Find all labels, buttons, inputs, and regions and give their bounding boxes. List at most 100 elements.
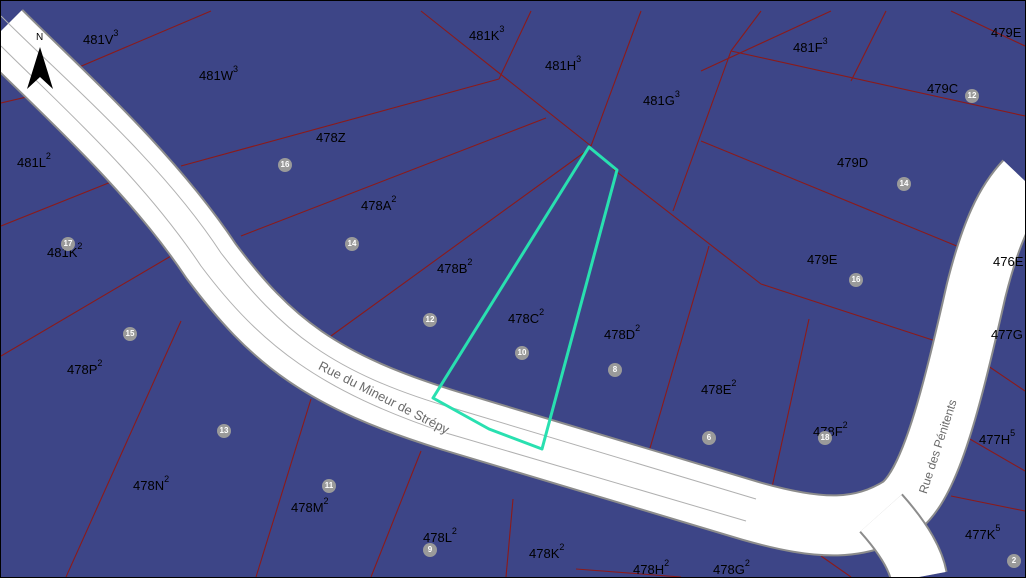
parcel-label[interactable]: 481L2 [17,152,51,170]
parcel-exponent: 2 [323,496,329,506]
house-number-badge: 8 [608,363,622,377]
parcel-exponent: 2 [731,378,737,388]
parcel-exponent: 2 [391,194,397,204]
parcel-label[interactable]: 478D2 [604,324,640,342]
house-number-badge: 12 [965,89,979,103]
parcel-label[interactable]: 478C2 [508,308,544,326]
parcel-label[interactable]: 478N2 [133,475,169,493]
parcel-label[interactable]: 476E [993,255,1023,268]
boundary-line [768,318,810,502]
boundary-line [612,168,762,285]
parcel-exponent: 5 [995,523,1001,533]
house-number-badge: 11 [322,479,336,493]
parcel-label[interactable]: 478K2 [529,543,564,561]
parcel-id: 478P [67,362,98,377]
parcel-label[interactable]: 477H5 [979,429,1015,447]
house-number-badge: 15 [123,327,137,341]
house-number-badge: 13 [217,424,231,438]
parcel-id: 478N [133,478,165,493]
parcel-label[interactable]: 481G3 [643,90,680,108]
boundary-line [730,10,762,52]
boundary-line [65,320,182,577]
parcel-label[interactable]: 481H3 [545,55,581,73]
parcel-id: 481L [17,155,46,170]
parcel-id: 478D [604,327,636,342]
boundary-line [590,10,642,147]
boundary-line [370,450,422,577]
parcel-label[interactable]: 481K3 [469,25,504,43]
highlighted-parcel-outline[interactable] [431,145,619,451]
house-number-badge: 16 [849,273,863,287]
parcel-label[interactable]: 478E2 [701,379,736,397]
boundary-line [1,175,127,227]
house-number-badge: 2 [1007,554,1021,568]
parcel-id: 478E [701,382,732,397]
parcel-id: 478M [291,500,324,515]
house-number-badge: 14 [345,237,359,251]
road-inner-lane [1,45,747,522]
parcel-exponent: 5 [1010,428,1016,438]
house-number-badge: 6 [702,431,716,445]
parcel-id: 481F [793,40,823,55]
parcel-label[interactable]: 477K5 [965,524,1000,542]
north-arrow-icon: N [27,32,53,89]
parcel-id: 481G [643,93,675,108]
parcel-label[interactable]: 479E [807,253,837,266]
parcel-id: 478Z [316,130,346,145]
boundary-line [420,10,592,147]
house-number-badge: 14 [897,177,911,191]
boundary-line [700,10,832,72]
parcel-id: 476E [993,254,1024,269]
parcel-label[interactable]: 479E [991,26,1021,39]
parcel-label[interactable]: 478H2 [633,559,669,577]
boundary-line [820,555,852,577]
parcel-label[interactable]: 478B2 [437,258,472,276]
parcel-id: 478C [508,311,540,326]
boundary-line [700,140,982,257]
parcel-exponent: 2 [664,558,670,568]
parcel-id: 477G [991,327,1023,342]
parcel-label[interactable]: 481W3 [199,65,238,83]
parcel-label[interactable]: 478Z [316,131,346,144]
house-number-badge: 12 [423,313,437,327]
parcel-id: 481K [469,28,500,43]
boundary-line [950,495,1025,512]
parcel-label[interactable]: 478M2 [291,497,329,515]
parcel-exponent: 2 [451,526,457,536]
parcel-label[interactable]: 481V3 [83,29,118,47]
boundary-line [730,50,1025,117]
boundary-line [950,10,1025,47]
boundary-line [850,10,887,82]
parcel-label[interactable]: 478P2 [67,359,102,377]
parcel-label[interactable]: 479C [927,82,958,95]
parcel-exponent: 2 [635,323,641,333]
parcel-id: 479E [807,252,838,267]
boundary-line [330,148,590,337]
boundary-line [498,10,532,80]
boundary-line [640,245,710,480]
parcel-exponent: 2 [467,257,473,267]
parcel-label[interactable]: 478L2 [423,527,457,545]
parcel-id: 477H [979,432,1011,447]
parcel-label[interactable]: 477G [991,328,1023,341]
parcel-exponent: 2 [97,358,103,368]
boundary-line [575,568,682,577]
parcel-label[interactable]: 479D [837,156,868,169]
parcel-id: 478H [633,562,665,577]
parcel-id: 481V [83,32,114,47]
parcel-id: 478L [423,530,452,545]
parcel-id: 479C [927,81,959,96]
parcel-label[interactable]: 478G2 [713,559,750,577]
parcel-id: 478K [529,546,560,561]
parcel-id: 481W [199,68,233,83]
parcel-id: 477K [965,527,996,542]
road-branch-fill [860,495,946,577]
parcel-label[interactable]: 478A2 [361,195,396,213]
parcel-label[interactable]: 481F3 [793,37,828,55]
north-label: N [36,32,43,43]
parcel-exponent: 3 [232,64,238,74]
boundary-line [240,117,547,237]
